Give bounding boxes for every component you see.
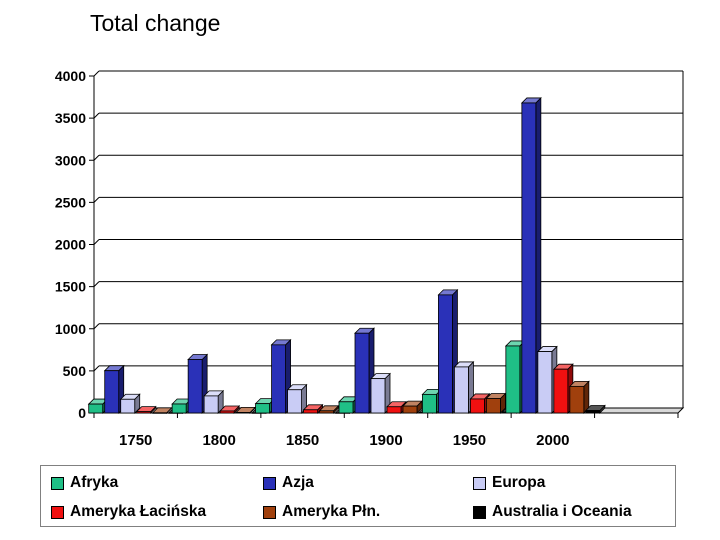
y-tick-label: 2000 [55,237,86,253]
bar-front [553,368,569,414]
bar-front [287,389,302,414]
bar [119,393,141,414]
y-tick-label: 3500 [55,110,86,126]
bar-front [486,398,501,414]
bar [370,372,391,414]
bar-front [454,366,469,414]
chart-title: Total change [90,10,221,36]
legend-swatch [473,476,486,490]
bar-front [470,398,485,414]
y-tick-label: 500 [63,363,87,379]
bar [103,364,125,414]
gridlines [93,70,683,414]
bar-front [187,359,203,414]
bar-front [319,410,334,414]
bar-front [386,406,402,414]
bar-front [438,294,453,414]
y-tick-label: 2500 [55,194,86,210]
gridline-depth [93,239,100,245]
bar [584,404,606,414]
legend-swatch [263,476,276,490]
y-tick-label: 4000 [55,68,86,84]
x-tick-label: 1850 [286,432,319,449]
bar-front [271,344,286,414]
legend-item: Afryka [51,473,118,493]
y-tick-label: 3000 [55,152,86,168]
y-tick-label: 0 [78,405,86,421]
bar-front [370,378,386,414]
bar-front [354,332,370,414]
bar [469,392,491,414]
bar-front [203,395,219,414]
legend: Afryka Azja Europa Ameryka Łacińska Ameryka … [40,465,676,527]
bar-front [402,405,418,414]
bar [402,400,423,414]
x-tick-label: 2000 [536,432,569,449]
legend-item: Ameryka Łacińska [51,502,206,522]
bar-front [569,385,585,414]
legend-swatch [473,505,486,519]
bar [87,398,109,414]
bar [203,389,225,414]
bar [520,96,542,414]
bar-front [585,410,601,414]
bar-front [521,102,537,414]
y-tick-label: 1500 [55,279,86,295]
bar-front [235,412,251,414]
x-tick-label: 1750 [119,432,152,449]
x-tick-label: 1800 [202,432,235,449]
bar-front [219,410,235,414]
bar [318,404,340,414]
legend-label: Afryka [70,474,119,491]
bar [151,406,173,414]
gridline-depth [93,197,100,203]
gridline-depth [93,365,100,372]
bar-front [537,351,553,414]
bar [219,405,241,414]
legend-item: Europa [473,473,545,493]
bar-front [136,411,152,414]
bar-front [505,345,521,414]
legend-item: Australia i Oceania [473,502,632,522]
legend-swatch [51,505,64,519]
gridline-depth [93,70,100,77]
legend-swatch [263,505,276,519]
bar [286,383,308,414]
bar-front [104,370,120,414]
bar [354,327,375,414]
legend-label: Europa [492,474,546,491]
gridline-depth [93,281,100,287]
bar [302,403,324,414]
legend-label: Ameryka Łacińska [70,503,207,520]
bar-front [120,398,136,414]
x-tick-label: 1900 [369,432,402,449]
legend-swatch [51,476,64,490]
bar-front [255,403,270,414]
bar [485,392,507,414]
bar [568,380,590,414]
x-tick-label: 1950 [453,432,486,449]
legend-item: Ameryka Płn. [263,502,380,522]
bar [235,406,257,414]
bar-front [171,403,187,414]
bar-front [88,403,104,414]
bar-front [422,393,437,414]
legend-item: Azja [263,473,314,493]
bar-front [152,412,168,414]
gridline-depth [93,323,100,330]
bar-front [303,409,318,414]
legend-label: Australia i Oceania [492,503,632,520]
gridline-depth [93,154,100,161]
legend-label: Ameryka Płn. [282,503,381,520]
gridline-depth [93,112,100,119]
bar-front [338,401,354,414]
bar [453,360,475,414]
y-tick-label: 1000 [55,321,86,337]
bar-chart: 0 500 1000 1500 2000 2500 3000 3500 4000 1750 1800… [55,68,685,449]
bar [135,405,157,414]
legend-label: Azja [282,474,314,491]
